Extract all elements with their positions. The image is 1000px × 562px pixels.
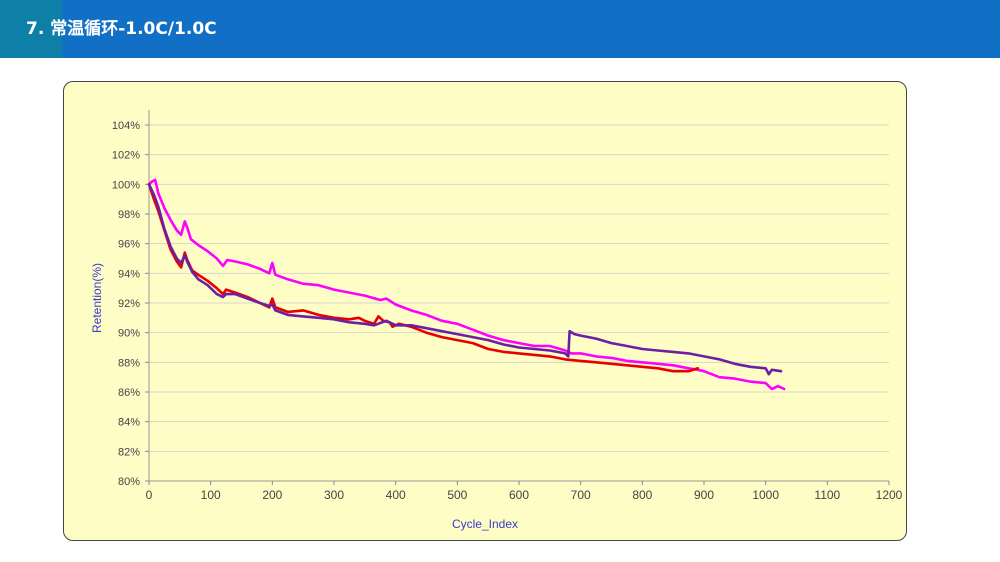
y-tick-label: 82%: [118, 446, 140, 458]
y-tick-label: 104%: [112, 120, 140, 132]
x-tick-label: 1000: [752, 488, 779, 502]
slide-title: 7. 常温循环-1.0C/1.0C: [26, 19, 217, 39]
axes: [145, 110, 890, 485]
series-line-3: [147, 183, 783, 376]
x-tick-label: 300: [324, 488, 344, 502]
x-tick-label: 700: [571, 488, 591, 502]
y-tick-label: 98%: [118, 209, 140, 221]
x-tick-label: 800: [632, 488, 652, 502]
y-tick-label: 88%: [118, 357, 140, 369]
x-tick-label: 0: [146, 488, 153, 502]
x-tick-label: 900: [694, 488, 714, 502]
chart-panel: 80% 82% 84% 86% 88% 90% 92% 94% 96% 98% 100% 102% 10…: [63, 81, 907, 541]
x-tick-label: 500: [447, 488, 467, 502]
x-axis-title: Cycle_Index: [452, 517, 518, 531]
y-tick-label: 100%: [112, 179, 140, 191]
y-tick-label: 84%: [118, 417, 140, 429]
y-tick-label: 94%: [118, 268, 140, 280]
x-tick-label: 400: [386, 488, 406, 502]
y-tick-label: 102%: [112, 150, 140, 162]
y-tick-label: 92%: [118, 298, 140, 310]
header-bar: [0, 0, 1000, 58]
y-tick-label: 96%: [118, 239, 140, 251]
header-accent: [0, 0, 62, 58]
retention-chart: 80% 82% 84% 86% 88% 90% 92% 94% 96% 98% 100% 102% 10…: [90, 110, 903, 531]
x-tick-label: 1200: [876, 488, 903, 502]
tick-labels: 80% 82% 84% 86% 88% 90% 92% 94% 96% 98% 100% 102% 10…: [112, 120, 903, 502]
x-tick-label: 100: [201, 488, 221, 502]
y-tick-label: 80%: [118, 476, 140, 488]
x-tick-label: 200: [262, 488, 282, 502]
y-axis-title: Retention(%): [90, 263, 104, 333]
series-line-1: [147, 178, 786, 391]
x-tick-label: 1100: [814, 488, 840, 502]
y-tick-label: 86%: [118, 387, 140, 399]
series-group: [147, 178, 786, 391]
x-tick-label: 600: [509, 488, 529, 502]
grid-lines: [149, 124, 889, 452]
y-tick-label: 90%: [118, 328, 140, 340]
